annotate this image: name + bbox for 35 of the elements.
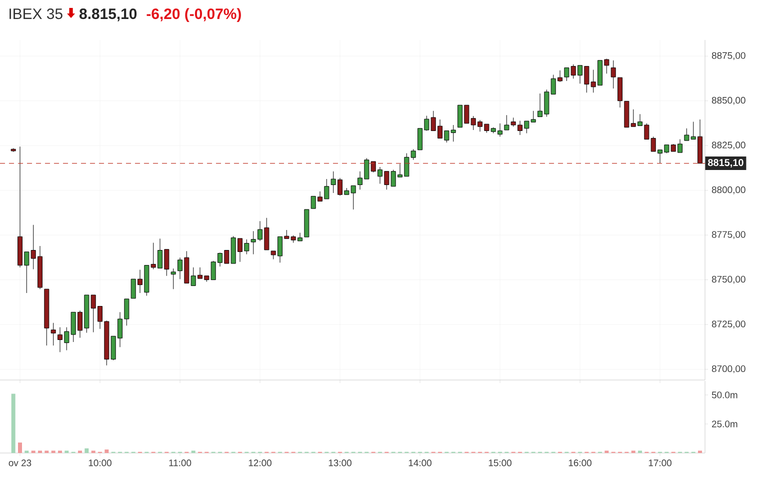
y-tick-label: 8850,00: [712, 96, 746, 105]
candlestick: [350, 185, 356, 210]
x-tick-label: 11:00: [169, 460, 192, 466]
x-tick-label: 13:00: [328, 460, 352, 466]
candlestick: [410, 148, 416, 160]
y-tick-label: 50.0m: [712, 392, 738, 398]
y-tick-label: 8875,00: [712, 52, 746, 60]
candlestick: [504, 114, 510, 130]
bar: [84, 448, 89, 453]
text: -6,20 (-0,07%): [146, 8, 241, 22]
candlestick: [450, 124, 456, 142]
y-tick-label: 8800,00: [712, 186, 746, 194]
x-tick-label: 17:00: [648, 460, 672, 466]
ref-line-label: 8815,10: [708, 159, 744, 168]
x-tick-label: 10:00: [88, 460, 112, 466]
bar: [18, 442, 22, 453]
x-tick-label: 12:00: [248, 460, 272, 466]
x-tick-label: 16:00: [568, 460, 592, 466]
chart-title: IBEX 35: [10, 8, 62, 20]
chart-subtitle: 8.815,10: [79, 8, 137, 22]
y-tick-label: 8775,00: [712, 231, 746, 239]
x-tick-label: 15:00: [488, 460, 512, 466]
x-tick-label: 14:00: [408, 460, 432, 466]
candlestick: [50, 322, 56, 346]
candlestick: [530, 110, 536, 122]
y-tick-label: 8825,00: [712, 142, 746, 150]
y-tick-label: 8750,00: [712, 276, 746, 284]
bar: [104, 450, 109, 453]
x-tick-label: ov 23: [8, 460, 32, 466]
y-tick-label: 25.0m: [712, 420, 738, 428]
bar: [11, 394, 16, 453]
y-tick-label: 8700,00: [712, 365, 746, 374]
candlestick: [684, 128, 690, 141]
candlestick: [170, 268, 176, 290]
y-tick-label: 8725,00: [712, 320, 746, 328]
